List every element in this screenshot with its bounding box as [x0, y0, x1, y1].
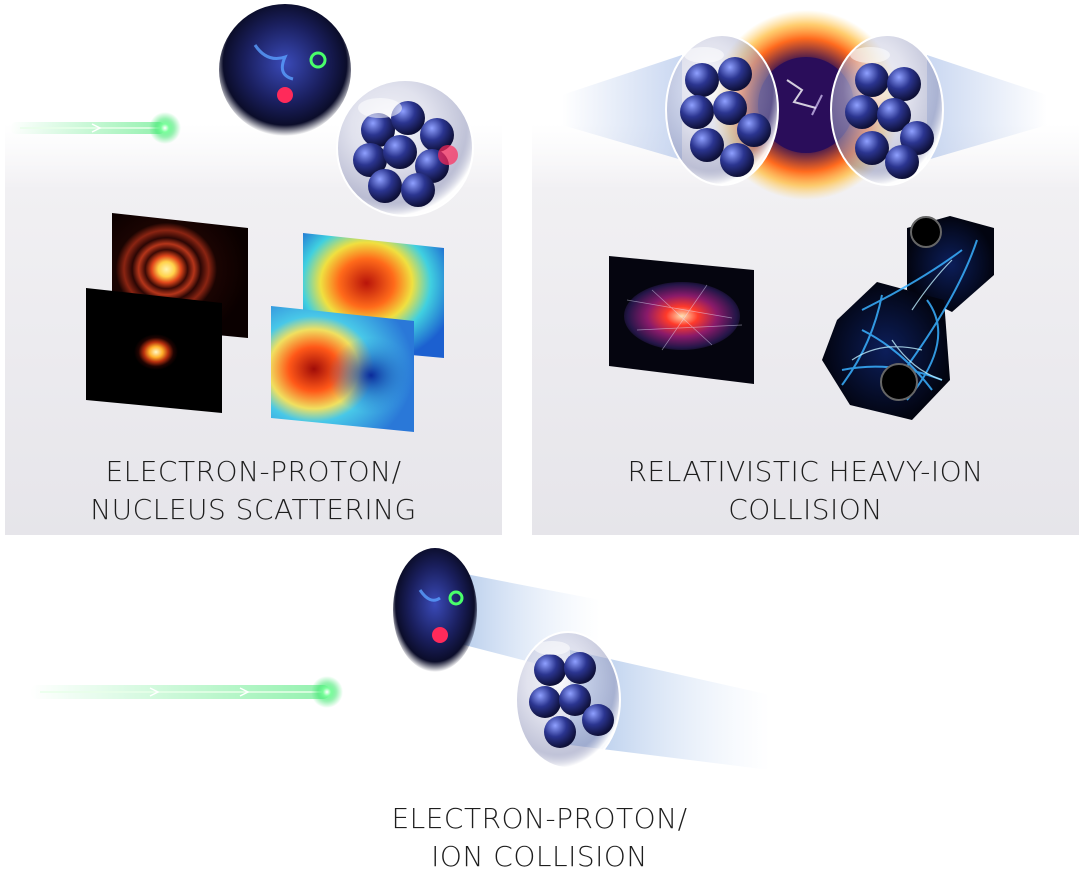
particle-tracks-icon	[822, 216, 994, 420]
collision-label: ELECTRON-PROTON/ ION COLLISION	[0, 800, 1079, 876]
scattering-label-line2: NUCLEUS SCATTERING	[90, 493, 417, 526]
scattering-illustration	[10, 4, 474, 432]
heavy-ion-label: RELATIVISTIC HEAVY-ION COLLISION	[532, 453, 1079, 529]
proton-icon	[393, 548, 477, 672]
nucleus-icon	[665, 34, 779, 186]
heavy-ion-illustration	[562, 10, 1047, 420]
scattering-label-line1: ELECTRON-PROTON/	[105, 455, 402, 488]
collision-illustration	[30, 548, 770, 770]
proton-icon	[219, 4, 351, 136]
hydro-map-icon	[609, 256, 754, 384]
collision-label-line1: ELECTRON-PROTON/	[391, 802, 688, 835]
heavy-ion-label-line2: COLLISION	[728, 493, 883, 526]
nucleus-icon	[336, 79, 474, 217]
scattering-label: ELECTRON-PROTON/ NUCLEUS SCATTERING	[5, 453, 502, 529]
electron-beam-icon	[30, 676, 343, 708]
collision-label-line2: ION COLLISION	[431, 840, 648, 873]
heatmap-icon	[86, 288, 222, 413]
heavy-ion-label-line1: RELATIVISTIC HEAVY-ION	[627, 455, 984, 488]
electron-beam-icon	[10, 112, 181, 144]
nucleus-icon	[830, 34, 944, 186]
heatmap-icon	[271, 306, 414, 432]
nucleus-icon	[515, 631, 621, 769]
